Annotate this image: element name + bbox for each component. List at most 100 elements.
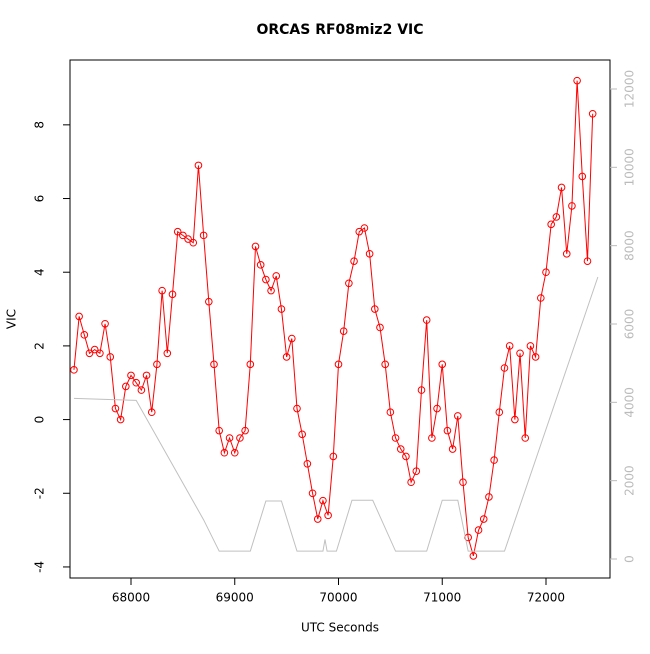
data-point: [511, 415, 519, 424]
data-point: [469, 552, 478, 560]
data-point: [459, 478, 467, 487]
x-tick-label: 71000: [423, 591, 461, 605]
data-point: [407, 478, 415, 487]
data-point: [417, 386, 426, 394]
data-point: [324, 511, 332, 520]
y2-tick-label: 10000: [623, 148, 637, 186]
data-point: [122, 382, 130, 391]
plot-frame: [69, 59, 611, 579]
data-point: [329, 452, 338, 461]
data-point: [241, 426, 249, 435]
data-point: [215, 426, 223, 435]
data-point: [277, 305, 286, 313]
data-point: [531, 353, 540, 361]
data-point: [85, 349, 94, 358]
data-point: [303, 459, 312, 468]
data-point: [153, 360, 161, 369]
data-point: [288, 334, 296, 343]
data-point: [334, 360, 343, 369]
data-point: [568, 202, 576, 210]
data-point: [199, 231, 208, 240]
data-point: [386, 408, 395, 417]
data-point: [246, 360, 255, 369]
data-point: [179, 231, 187, 240]
data-point: [454, 412, 462, 420]
data-point: [557, 183, 566, 192]
data-point: [298, 430, 306, 439]
data-point: [573, 76, 581, 85]
y2-tick-label: 8000: [623, 230, 637, 261]
data-point: [210, 360, 218, 369]
data-point: [282, 353, 291, 361]
data-point: [479, 515, 488, 523]
data-point: [339, 327, 348, 335]
data-point: [438, 360, 447, 369]
data-point: [355, 227, 364, 236]
data-point: [256, 261, 265, 269]
data-point: [137, 386, 146, 394]
y2-tick-label: 2000: [623, 465, 637, 496]
data-point: [402, 452, 410, 461]
data-point: [308, 489, 317, 498]
data-point: [116, 415, 125, 424]
data-point: [485, 493, 493, 501]
data-point: [521, 434, 530, 442]
data-point: [412, 467, 421, 475]
data-point: [142, 371, 151, 380]
data-point: [230, 448, 239, 457]
y2-tick-label: 12000: [623, 70, 637, 108]
data-point: [111, 404, 120, 413]
data-point: [132, 378, 140, 387]
y-tick-label: -4: [33, 561, 47, 573]
chart-title: ORCAS RF08miz2 VIC: [256, 22, 423, 38]
y2-tick-label: 0: [623, 555, 637, 563]
data-point: [345, 279, 353, 288]
data-point: [537, 294, 545, 302]
data-point: [360, 224, 369, 232]
data-point: [365, 249, 374, 258]
data-point: [495, 408, 504, 417]
data-point: [158, 286, 166, 295]
data-point: [578, 172, 587, 181]
data-point: [552, 213, 561, 221]
y2-tick-label: 4000: [623, 387, 637, 418]
data-point: [168, 290, 177, 299]
data-point: [474, 526, 483, 534]
data-point: [220, 448, 229, 457]
data-point: [422, 316, 431, 324]
y-tick-label: 2: [33, 342, 47, 350]
y-tick-label: 4: [33, 268, 47, 276]
data-point: [433, 404, 441, 413]
data-point: [106, 353, 115, 361]
data-point: [127, 371, 135, 380]
data-point: [562, 249, 571, 258]
data-point: [588, 109, 597, 118]
data-point: [381, 360, 389, 369]
y-tick-label: -2: [33, 487, 47, 499]
data-point: [371, 305, 379, 313]
data-point: [90, 345, 99, 354]
data-point: [225, 434, 234, 442]
data-point: [267, 286, 275, 295]
x-tick-label: 72000: [527, 591, 565, 605]
x-tick-label: 69000: [216, 591, 254, 605]
data-point: [101, 319, 109, 328]
data-point: [75, 312, 83, 321]
y-tick-label: 8: [33, 121, 47, 129]
data-point: [251, 242, 260, 251]
data-point: [516, 349, 524, 358]
data-point: [391, 434, 400, 442]
data-point: [236, 434, 244, 442]
y2-tick-label: 6000: [623, 309, 637, 340]
series-line: [73, 276, 599, 552]
x-tick-label: 70000: [319, 591, 357, 605]
data-point: [262, 275, 270, 284]
data-point: [293, 404, 301, 413]
data-point: [147, 408, 156, 417]
data-point: [583, 257, 592, 265]
data-point: [542, 268, 550, 277]
data-point: [313, 515, 322, 523]
data-point: [194, 161, 203, 170]
